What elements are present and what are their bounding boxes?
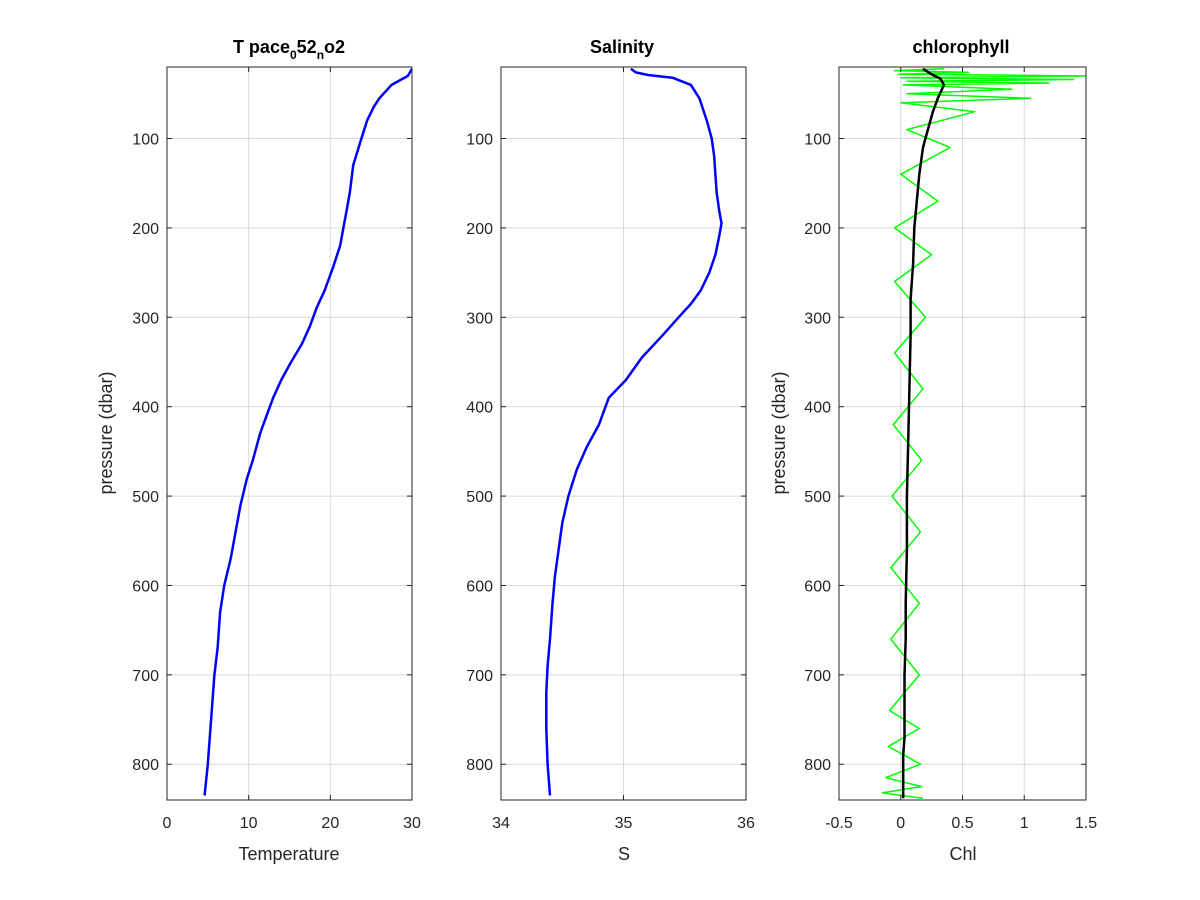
y-tick-label: 100: [132, 132, 159, 149]
grid-chlorophyll: [839, 67, 1086, 800]
y-tick-label: 400: [132, 400, 159, 417]
xlabel-salinity: S: [618, 844, 630, 864]
grid-temperature: [167, 67, 412, 800]
y-tick-label: 600: [804, 578, 831, 595]
x-tick-label: 10: [240, 815, 258, 832]
title-chlorophyll: chlorophyll: [912, 37, 1009, 57]
y-tick-label: 200: [804, 221, 831, 238]
y-tick-label: 300: [466, 310, 493, 327]
x-tick-label: 0: [896, 815, 905, 832]
y-tick-label: 300: [132, 310, 159, 327]
y-tick-label: 800: [804, 757, 831, 774]
panel-temperature: T pace052no2 0 10 20 30 100 200 300 400 500 600 70…: [96, 37, 421, 864]
x-tick-label: 0.5: [951, 815, 973, 832]
xlabel-temperature: Temperature: [238, 844, 339, 864]
series-line-1-1: [545, 67, 723, 796]
y-tick-label: 700: [804, 668, 831, 685]
y-tick-label: 100: [804, 132, 831, 149]
panel-chlorophyll: chlorophyll -0.5 0 0.5 1 1.5 100 200 300 400 500 6…: [769, 37, 1097, 864]
ylabel-chlorophyll: pressure (dbar): [769, 371, 789, 494]
x-tick-label: 34: [492, 815, 510, 832]
x-tick-label: 35: [615, 815, 633, 832]
series-salinity: [545, 67, 723, 796]
y-tick-label: 600: [466, 578, 493, 595]
title-temperature: T pace052no2: [233, 37, 345, 62]
ticks-chlorophyll: -0.5 0 0.5 1 1.5 100 200 300 400 500 600 700 800: [804, 67, 1097, 832]
x-tick-label: 30: [403, 815, 421, 832]
series-line-0-0: [203, 68, 412, 796]
axes-frame-temperature: [166, 66, 413, 801]
xlabel-chlorophyll: Chl: [949, 844, 976, 864]
y-tick-label: 700: [132, 668, 159, 685]
y-tick-label: 500: [466, 489, 493, 506]
y-tick-label: 500: [804, 489, 831, 506]
ylabel-temperature: pressure (dbar): [96, 371, 116, 494]
panel-salinity: Salinity 34 35 36100200300400500600700800 …: [466, 37, 755, 864]
title-salinity: Salinity: [590, 37, 654, 57]
x-tick-label: 1: [1020, 815, 1029, 832]
grid-salinity: [501, 67, 746, 800]
x-tick-label: 20: [321, 815, 339, 832]
x-tick-label: -0.5: [825, 815, 853, 832]
ticks-temperature: 0 10 20 30 100 200 300 400 500 600 700 800: [132, 67, 421, 832]
y-tick-label: 800: [466, 757, 493, 774]
x-tick-label: 1.5: [1075, 815, 1097, 832]
y-tick-label: 800: [132, 757, 159, 774]
y-tick-label: 400: [804, 400, 831, 417]
x-tick-label: 36: [737, 815, 755, 832]
y-tick-label: 700: [466, 668, 493, 685]
y-tick-label: 300: [804, 310, 831, 327]
series-temperature: [203, 68, 412, 796]
y-tick-label: 400: [466, 400, 493, 417]
series-line-2-1: [901, 67, 946, 799]
y-tick-label: 600: [132, 578, 159, 595]
series-chlorophyll: [881, 67, 1086, 799]
ticks-salinity: 34 35 36 100 200 300 400 500 600 700 800: [466, 67, 755, 832]
series-line-2-0: [881, 68, 1086, 799]
y-tick-label: 100: [466, 132, 493, 149]
x-tick-label: 0: [163, 815, 172, 832]
y-tick-label: 200: [132, 221, 159, 238]
y-tick-label: 200: [466, 221, 493, 238]
y-tick-label: 500: [132, 489, 159, 506]
